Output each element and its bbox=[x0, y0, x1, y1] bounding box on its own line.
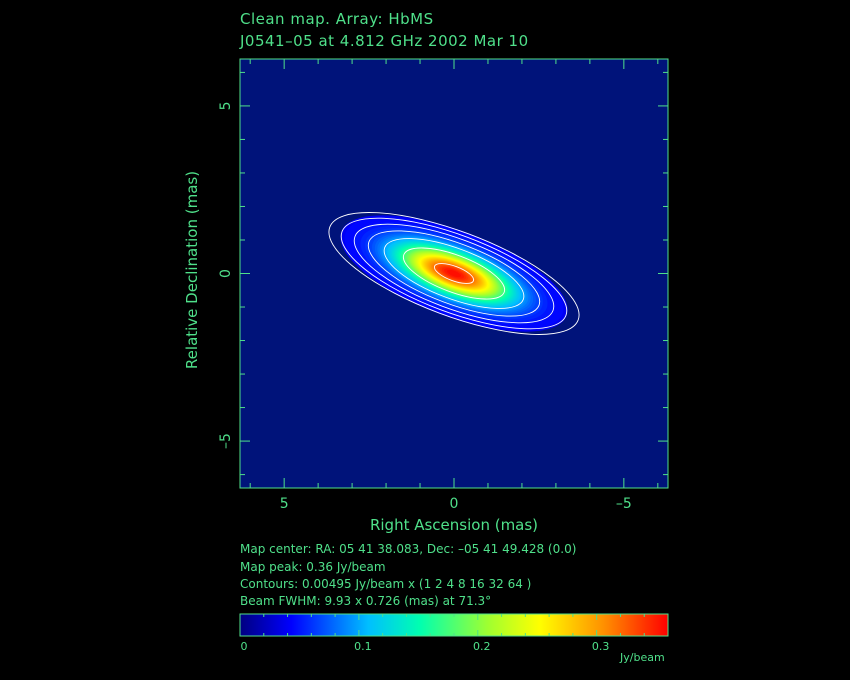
colorbar-ticks: 0 0.1 0.2 0.3 bbox=[239, 614, 669, 653]
axis-ticks: 5 0 –5 5 0 –5 bbox=[218, 59, 668, 512]
intensity-heatmap bbox=[240, 59, 668, 488]
colorbar bbox=[239, 613, 669, 637]
x-tick-label: 5 bbox=[280, 496, 289, 512]
x-tick-label: –5 bbox=[616, 496, 632, 512]
colorbar-tick-label: 0 bbox=[241, 640, 248, 653]
beam-info: Beam FWHM: 9.93 x 0.726 (mas) at 71.3° bbox=[240, 594, 492, 608]
contour-64 bbox=[433, 263, 475, 284]
y-tick-label: 5 bbox=[218, 101, 234, 110]
map-center-info: Map center: RA: 05 41 38.083, Dec: –05 4… bbox=[240, 542, 577, 556]
colorbar-tick-label: 0.1 bbox=[354, 640, 372, 653]
contour-lines bbox=[328, 212, 580, 335]
contour-8 bbox=[367, 230, 541, 317]
colorbar-unit: Jy/beam bbox=[620, 651, 665, 664]
colorbar-tick-label: 0.2 bbox=[473, 640, 491, 653]
contours-info: Contours: 0.00495 Jy/beam x (1 2 4 8 16 … bbox=[240, 577, 532, 591]
contour-32 bbox=[402, 247, 506, 300]
y-tick-label: 0 bbox=[218, 269, 234, 278]
map-peak-info: Map peak: 0.36 Jy/beam bbox=[240, 560, 386, 574]
x-axis-label: Right Ascension (mas) bbox=[369, 516, 539, 534]
y-tick-label: –5 bbox=[218, 433, 234, 449]
y-axis-label: Relative Declination (mas) bbox=[183, 170, 201, 370]
map-title: Clean map. Array: HbMS bbox=[240, 10, 434, 28]
contour-4 bbox=[353, 223, 555, 324]
intensity-level bbox=[446, 269, 462, 278]
map-subtitle: J0541–05 at 4.812 GHz 2002 Mar 10 bbox=[240, 32, 529, 50]
colorbar-tick-label: 0.3 bbox=[592, 640, 610, 653]
contour-2 bbox=[340, 217, 568, 330]
contour-16 bbox=[383, 238, 525, 309]
contour-1 bbox=[328, 212, 580, 335]
x-tick-label: 0 bbox=[450, 496, 459, 512]
